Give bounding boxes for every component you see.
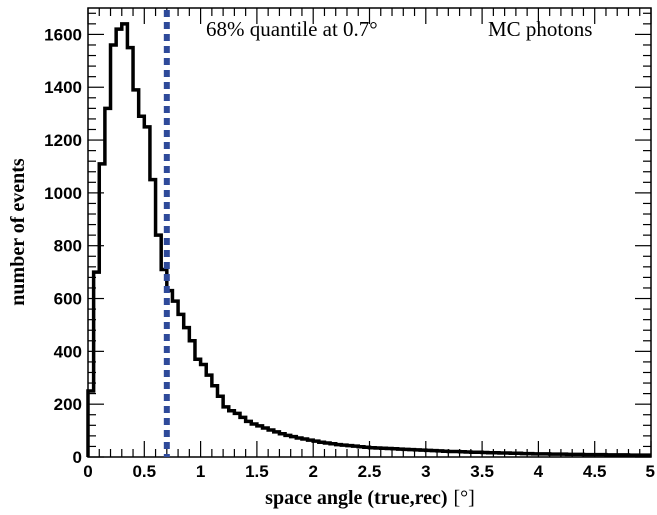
x-tick-label: 4 (534, 462, 544, 481)
sample-annotation: MC photons (488, 17, 592, 41)
y-tick-label: 600 (54, 290, 82, 309)
x-tick-label: 1 (196, 462, 205, 481)
x-axis-title-unit: [°] (454, 487, 475, 509)
x-tick-label: 0 (83, 462, 92, 481)
y-tick-label: 400 (54, 342, 82, 361)
y-axis-title: number of events (7, 158, 29, 306)
plot-frame (87, 7, 652, 458)
histogram-series (86, 22, 651, 457)
y-tick-label: 800 (54, 237, 82, 256)
x-tick-label: 1.5 (245, 462, 269, 481)
x-tick-label: 5 (646, 462, 655, 481)
x-tick-label: 0.5 (132, 462, 156, 481)
x-tick-label: 3 (421, 462, 430, 481)
y-tick-label: 1000 (44, 184, 82, 203)
x-axis-ticks: 0 0.5 1 1.5 2 2.5 3 3.5 4 4.5 5 (83, 8, 655, 481)
quantile-annotation: 68% quantile at 0.7° (206, 17, 378, 41)
y-tick-label: 200 (54, 395, 82, 414)
x-tick-label: 2 (308, 462, 317, 481)
x-axis-title: space angle (true,rec) [°] (265, 487, 475, 509)
y-tick-label: 1400 (44, 78, 82, 97)
y-axis-ticks: 0 200 400 600 800 1000 1200 1400 1600 (44, 12, 651, 467)
x-tick-label: 2.5 (358, 462, 382, 481)
y-tick-label: 1600 (44, 25, 82, 44)
x-tick-label: 4.5 (583, 462, 607, 481)
x-axis-title-main: space angle (true,rec) (265, 487, 447, 509)
y-tick-label: 0 (73, 448, 82, 467)
y-tick-label: 1200 (44, 131, 82, 150)
x-tick-label: 3.5 (470, 462, 494, 481)
